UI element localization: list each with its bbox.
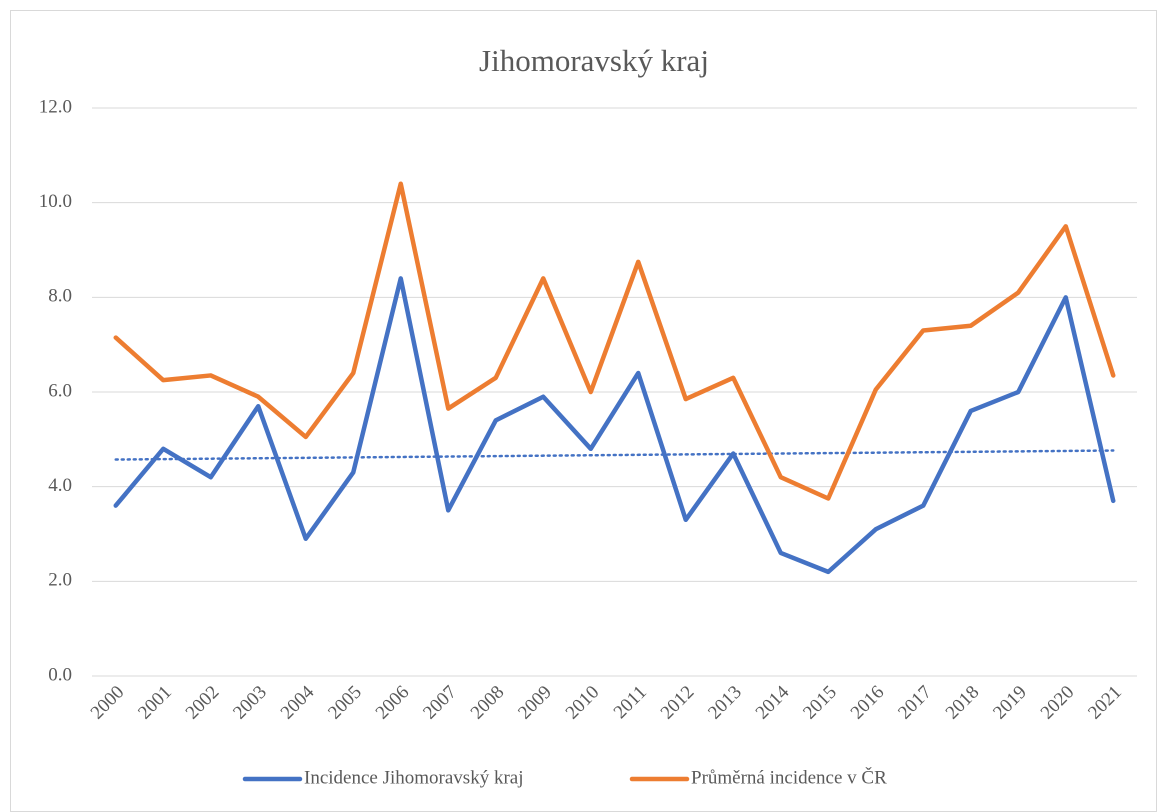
y-tick-label: 12.0	[39, 96, 72, 117]
legend-label: Průměrná incidence v ČR	[691, 766, 887, 788]
series-line	[113, 181, 1116, 501]
y-tick-label: 0.0	[48, 664, 72, 685]
y-tick-label: 2.0	[48, 570, 72, 591]
legend-label: Incidence Jihomoravský kraj	[304, 767, 523, 788]
y-tick-label: 4.0	[48, 475, 72, 496]
chart-title: Jihomoravský kraj	[479, 43, 709, 78]
y-tick-label: 6.0	[48, 380, 72, 401]
chart-border	[10, 10, 1157, 812]
trendline	[114, 449, 1115, 461]
y-tick-label: 8.0	[48, 286, 72, 307]
series-line	[113, 276, 1116, 575]
y-tick-label: 10.0	[39, 191, 72, 212]
